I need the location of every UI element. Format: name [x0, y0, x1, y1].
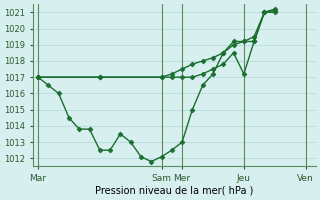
X-axis label: Pression niveau de la mer( hPa ): Pression niveau de la mer( hPa ): [95, 186, 253, 196]
